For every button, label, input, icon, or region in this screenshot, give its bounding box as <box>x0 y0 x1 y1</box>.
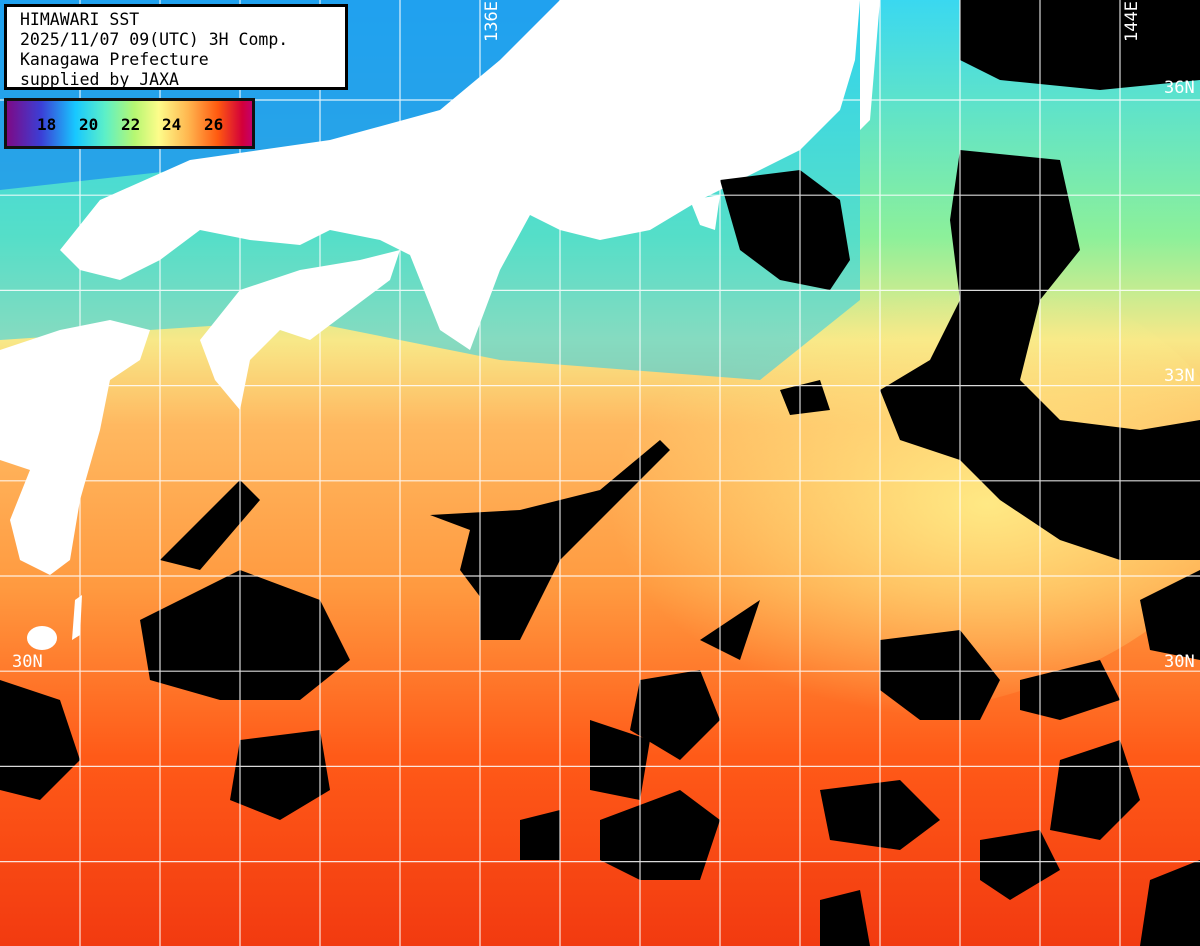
provider-line: Kanagawa Prefecture <box>20 50 209 69</box>
tanegashima-land <box>27 626 57 650</box>
lon-label-144e: 144E <box>1122 1 1142 42</box>
lat-label-36n: 36N <box>1164 78 1195 98</box>
izu-peninsula-land <box>690 195 720 230</box>
colorbar-tick: 22 <box>121 115 141 134</box>
lat-label-33n: 33N <box>1164 366 1195 386</box>
colorbar-tick: 24 <box>162 115 182 134</box>
title-line: HIMAWARI SST <box>20 10 140 29</box>
lat-label-30n-east: 30N <box>1164 652 1195 672</box>
colorbar-legend: 18 20 22 24 26 <box>4 98 255 149</box>
colorbar-tick: 18 <box>37 115 57 134</box>
honshu-land <box>60 0 860 350</box>
colorbar-tick: 20 <box>79 115 99 134</box>
lat-label-30n-west: 30N <box>12 652 43 672</box>
datetime-line: 2025/11/07 09(UTC) 3H Comp. <box>20 30 289 49</box>
lon-label-136e: 136E <box>482 1 502 42</box>
info-box: HIMAWARI SST 2025/11/07 09(UTC) 3H Comp.… <box>4 4 348 90</box>
source-line: supplied by JAXA <box>20 70 179 89</box>
kyushu-land <box>0 320 150 575</box>
colorbar-tick: 26 <box>204 115 224 134</box>
